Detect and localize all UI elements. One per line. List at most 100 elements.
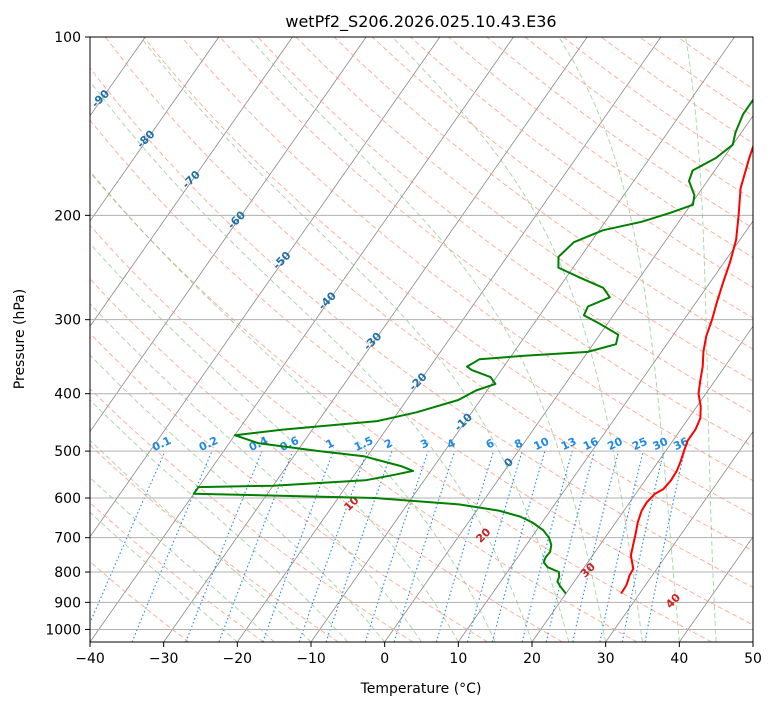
plot-frame	[89, 36, 754, 643]
isotherm-label: -30	[361, 330, 384, 353]
moist-adiabat-line	[90, 242, 459, 642]
temperature-profile-line	[620, 143, 753, 595]
mixing-ratio-line	[435, 450, 495, 642]
x-tick-label: 30	[597, 651, 615, 667]
dry-adiabat-line	[181, 37, 753, 482]
dry-adiabat-line	[90, 171, 712, 642]
mixing-ratio-label: 16	[581, 435, 601, 453]
mixing-ratio-line	[325, 450, 393, 642]
isotherm-label: -50	[270, 249, 293, 272]
mixing-ratio-label: 2	[382, 436, 394, 451]
moist-adiabat-line	[685, 37, 717, 642]
x-tick-label: 10	[449, 651, 467, 667]
mixing-ratio-line	[364, 450, 429, 642]
mixing-ratio-line	[572, 450, 620, 642]
x-tick-label: −20	[223, 651, 253, 667]
y-tick-label: 800	[54, 565, 81, 581]
moist-adiabat-line	[248, 37, 607, 642]
background-lines	[0, 37, 753, 642]
isotherm-line	[679, 536, 753, 642]
y-tick-label: 1000	[45, 622, 81, 638]
isotherm-line	[458, 220, 753, 642]
mixing-ratio-label: 36	[671, 435, 691, 453]
moist-adiabat-line	[90, 476, 275, 642]
moist-adiabat-line	[90, 439, 312, 642]
dry-adiabat-line	[90, 119, 753, 626]
isotherm-line	[0, 37, 72, 642]
dry-adiabat-line	[90, 502, 264, 642]
x-tick-label: 20	[523, 651, 541, 667]
y-tick-label: 900	[54, 595, 81, 611]
mixing-ratio-line	[599, 450, 644, 642]
mixing-ratio-label: 1	[324, 436, 336, 451]
y-tick-label: 100	[54, 30, 81, 46]
isotherm-line	[90, 37, 367, 433]
y-axis-title: Pressure (hPa)	[12, 289, 28, 389]
dry-adiabat-line	[90, 67, 753, 588]
mixing-ratio-line	[262, 450, 334, 642]
x-tick-label: −10	[296, 651, 326, 667]
mixing-ratio-label: 10	[532, 435, 552, 453]
x-axis-title: Temperature (°C)	[360, 681, 482, 697]
isotherm-line	[605, 430, 753, 642]
isotherm-line	[90, 37, 293, 327]
moist-adiabat-line	[90, 399, 349, 642]
isotherm-label: -60	[225, 208, 248, 231]
profile-lines	[192, 98, 753, 595]
y-tick-label: 700	[54, 531, 81, 547]
pressure-gridlines	[90, 37, 753, 630]
x-tick-label: −30	[149, 651, 179, 667]
moist-adiabat-line	[90, 80, 533, 642]
y-tick-label: 400	[54, 387, 81, 403]
isotherm-label: -80	[134, 127, 157, 150]
background-labels: 0.1 0.2 0.4 0.6 1 1.5 2 3 4 6 8 10 13 16 20 25 30 36-100-…	[89, 87, 691, 611]
isotherm-line	[752, 641, 753, 642]
moist-adiabat-line	[392, 37, 643, 642]
y-axis: 1000 900 800 700 600 500 400 300 200 100	[45, 30, 90, 638]
dry-adiabat-line	[104, 37, 753, 552]
mixing-ratio-label: 4	[445, 436, 458, 451]
isotherm-label: -10	[452, 410, 475, 433]
isotherm-line	[163, 37, 588, 642]
dry-adiabat-line	[410, 37, 753, 288]
dry-adiabat-line	[90, 561, 190, 642]
isotherm-label: -70	[180, 168, 203, 191]
chart-title: wetPf2_S206.2026.025.10.43.E36	[285, 12, 556, 32]
mixing-ratio-label: 30	[651, 435, 671, 453]
mixing-ratio-label: 13	[559, 435, 578, 453]
mixing-ratio-line	[131, 450, 213, 642]
y-tick-label: 300	[54, 313, 81, 329]
mixing-ratio-label: 25	[630, 435, 649, 453]
isotherm-line	[237, 37, 662, 642]
x-tick-label: 40	[670, 651, 688, 667]
x-axis: −40 −30 −20 −10 0 10 20 30 40 50	[75, 642, 762, 667]
y-tick-label: 200	[54, 208, 81, 224]
y-tick-label: 600	[54, 491, 81, 507]
mixing-ratio-label: 20	[605, 435, 625, 453]
moist-adiabat-label: 40	[663, 591, 683, 611]
mixing-ratio-line	[466, 450, 523, 642]
dewpoint-profile-line	[192, 98, 753, 595]
isotherm-line	[90, 37, 514, 642]
dry-adiabat-line	[295, 37, 753, 382]
mixing-ratio-line	[185, 450, 263, 642]
isotherm-label: -40	[316, 289, 339, 312]
moist-adiabat-line	[90, 170, 496, 642]
moist-adiabat-label: 30	[578, 560, 598, 580]
isotherm-line	[90, 37, 441, 538]
dry-adiabat-line	[219, 37, 753, 448]
x-tick-label: −40	[75, 651, 105, 667]
isotherm-line	[384, 115, 753, 642]
mixing-ratio-line	[621, 450, 665, 642]
isotherm-label: -20	[406, 370, 429, 393]
dry-adiabat-line	[639, 37, 753, 117]
x-tick-label: 50	[744, 651, 762, 667]
dry-adiabat-line	[143, 37, 753, 516]
dry-adiabat-line	[601, 37, 753, 144]
isotherm-line	[90, 37, 220, 222]
mixing-ratio-line	[545, 450, 595, 642]
isotherm-label: -90	[89, 87, 112, 110]
mixing-ratio-line	[491, 450, 546, 642]
dry-adiabat-line	[90, 444, 339, 642]
mixing-ratio-line	[393, 450, 456, 642]
